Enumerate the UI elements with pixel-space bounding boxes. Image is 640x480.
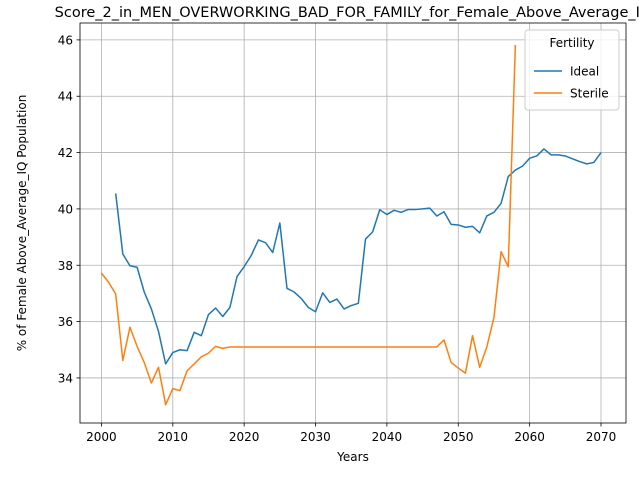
y-tick-label: 46 — [58, 33, 73, 47]
y-tick-label: 38 — [58, 259, 73, 273]
y-tick-label: 36 — [58, 315, 73, 329]
y-tick-label: 40 — [58, 202, 73, 216]
x-tick-label: 2040 — [372, 430, 403, 444]
legend: Fertility Ideal Sterile — [524, 29, 620, 111]
legend-box — [524, 29, 620, 111]
x-tick-label: 2000 — [86, 430, 117, 444]
y-tick-label: 44 — [58, 90, 73, 104]
axes-frame — [79, 22, 627, 424]
x-tick-label: 2030 — [300, 430, 331, 444]
x-tick-label: 2060 — [514, 430, 545, 444]
legend-label: Ideal — [570, 65, 599, 79]
y-tick-label: 34 — [58, 371, 73, 385]
legend-title: Fertility — [549, 36, 594, 50]
x-tick-label: 2070 — [586, 430, 617, 444]
series-lines — [100, 44, 602, 406]
y-tick-label: 42 — [58, 146, 73, 160]
x-axis-label: Years — [336, 450, 369, 464]
x-tick-label: 2050 — [443, 430, 474, 444]
x-tick-label: 2010 — [158, 430, 189, 444]
x-tick-label: 2020 — [229, 430, 260, 444]
chart-title: Score_2_in_MEN_OVERWORKING_BAD_FOR_FAMIL… — [55, 5, 640, 21]
series-line-ideal — [114, 148, 602, 365]
axis-ticks: 2000 2010 2020 2030 2040 2050 2060 2070 34 36 38 40… — [58, 33, 617, 444]
y-axis-label: % of Female Above_Average_IQ Population — [15, 95, 29, 352]
legend-label: Sterile — [570, 87, 609, 101]
series-line-sterile — [100, 44, 517, 406]
legend-items: Ideal Sterile — [534, 65, 609, 101]
